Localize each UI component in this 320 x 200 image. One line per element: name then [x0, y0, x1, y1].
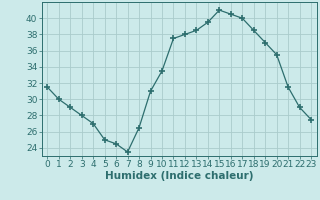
X-axis label: Humidex (Indice chaleur): Humidex (Indice chaleur): [105, 171, 253, 181]
